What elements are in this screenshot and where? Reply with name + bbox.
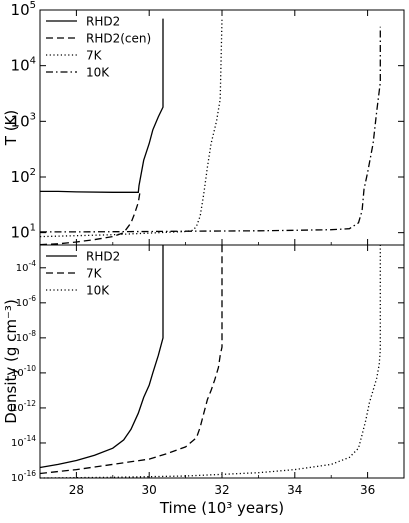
legend-label: RHD2 [86, 250, 120, 264]
y-tick-label: 105 [11, 0, 36, 19]
y-tick-label: 103 [11, 111, 36, 130]
y-tick-label: 10-14 [11, 434, 36, 449]
y-tick-label: 10-10 [11, 364, 36, 379]
x-tick-label: 34 [287, 483, 302, 497]
y-tick-label: 10-12 [11, 399, 36, 414]
y-tick-label: 10-8 [16, 329, 36, 344]
y-tick-base: 10 [11, 473, 24, 484]
y-tick-exponent: 3 [30, 111, 36, 122]
y-tick-label: 104 [11, 56, 36, 75]
y-tick-base: 10 [11, 403, 24, 414]
y-axis-label: T (K) [2, 110, 20, 146]
y-tick-label: 10-16 [11, 469, 36, 484]
legend-label: RHD2 [86, 15, 120, 29]
y-tick-base: 10 [11, 112, 30, 130]
y-tick-label: 101 [11, 223, 36, 242]
y-tick-base: 10 [11, 438, 24, 449]
series-line-1 [39, 245, 223, 475]
legend-label: RHD2(cen) [86, 32, 151, 46]
y-tick-label: 10-4 [16, 259, 36, 274]
legend-label: 10K [86, 66, 110, 80]
series-line-0 [39, 245, 164, 469]
y-tick-base: 10 [16, 263, 29, 274]
y-tick-base: 10 [11, 368, 24, 379]
y-tick-base: 10 [11, 168, 30, 186]
y-tick-base: 10 [16, 333, 29, 344]
y-tick-exponent: 2 [30, 167, 36, 178]
x-axis-label: Time (10³ years) [159, 499, 284, 517]
y-tick-base: 10 [11, 1, 30, 19]
y-tick-exponent: -8 [29, 329, 37, 338]
y-tick-exponent: 1 [30, 223, 36, 234]
y-tick-exponent: 4 [30, 56, 36, 67]
y-tick-exponent: -12 [24, 399, 36, 408]
density-panel: 28 30 32 34 3610-1610-1410-1210-1010-810-610… [2, 244, 405, 497]
series-line-2 [39, 18, 223, 238]
y-tick-exponent: -14 [24, 434, 36, 443]
y-tick-base: 10 [11, 57, 30, 75]
y-tick-base: 10 [11, 224, 30, 242]
y-tick-label: 10-6 [16, 294, 36, 309]
x-tick-label: 30 [142, 483, 157, 497]
x-tick-label: 32 [214, 483, 229, 497]
y-tick-label: 102 [11, 167, 36, 186]
y-tick-exponent: -6 [29, 294, 37, 303]
x-tick-label: 28 [69, 483, 84, 497]
x-tick-label: 36 [360, 483, 375, 497]
y-tick-exponent: -4 [29, 259, 37, 268]
legend-label: 10K [86, 284, 110, 298]
series-line-3 [40, 26, 381, 233]
y-tick-base: 10 [16, 298, 29, 309]
series-line-0 [40, 18, 164, 193]
y-tick-exponent: 5 [30, 0, 36, 11]
legend-label: 7K [86, 49, 103, 63]
y-axis-label: Density (g cm⁻³) [2, 299, 20, 424]
y-tick-exponent: -10 [24, 364, 36, 373]
y-tick-exponent: -16 [24, 469, 36, 478]
legend-label: 7K [86, 267, 103, 281]
